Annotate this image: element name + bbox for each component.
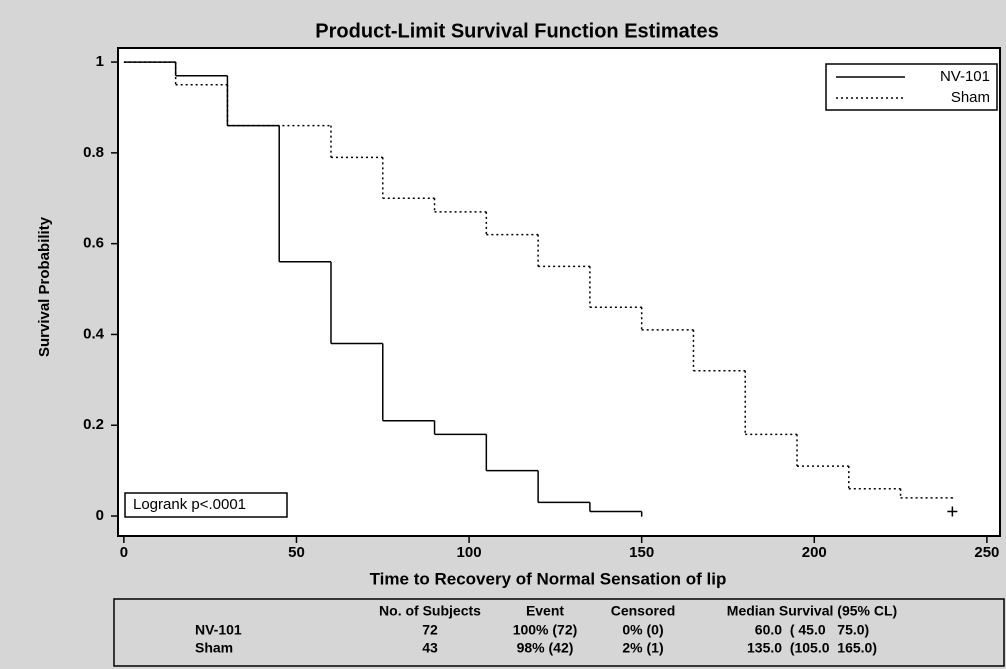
legend-box: [825, 63, 998, 111]
y-tick-label: 0.2: [83, 416, 104, 433]
y-tick-label: 0.6: [83, 235, 104, 252]
y-axis-label: Survival Probability: [36, 216, 53, 357]
legend-label: Sham: [951, 89, 990, 106]
table-header: No. of Subjects: [379, 603, 481, 619]
y-tick-label: 0.8: [83, 144, 104, 161]
y-tick-label: 0: [96, 507, 104, 524]
y-tick-label: 0.4: [83, 325, 105, 342]
table-cell: 72: [422, 622, 438, 638]
x-tick-label: 200: [802, 544, 827, 561]
table-cell: 0% (0): [622, 622, 663, 638]
annotation: Logrank p<.0001: [133, 496, 246, 513]
table-box: [113, 598, 1005, 667]
y-tick-label: 1: [96, 53, 104, 70]
table-row-label: Sham: [195, 640, 233, 656]
table-cell: 43: [422, 640, 438, 656]
annotation-box: [124, 492, 288, 518]
censor-mark: [947, 506, 958, 517]
x-tick-label: 0: [120, 544, 128, 561]
x-tick-label: 150: [629, 544, 654, 561]
step-end: [640, 515, 643, 517]
table-row-label: NV-101: [195, 622, 242, 638]
plot-area: [117, 47, 1001, 537]
table-cell: 60.0 ( 45.0 75.0): [755, 622, 869, 638]
x-tick-label: 100: [457, 544, 482, 561]
x-axis-label: Time to Recovery of Normal Sensation of …: [370, 569, 727, 588]
table-cell: 100% (72): [513, 622, 578, 638]
table-cell: 2% (1): [622, 640, 663, 656]
legend-label: NV-101: [940, 68, 990, 85]
table-header: Median Survival (95% CL): [727, 603, 897, 619]
table-cell: 98% (42): [517, 640, 574, 656]
x-tick-label: 250: [974, 544, 999, 561]
table-cell: 135.0 (105.0 165.0): [747, 640, 877, 656]
chart-title: Product-Limit Survival Function Estimate…: [315, 20, 718, 42]
step-end: [951, 497, 954, 499]
table-header: Censored: [611, 603, 676, 619]
x-tick-label: 50: [288, 544, 305, 561]
table-header: Event: [526, 603, 564, 619]
